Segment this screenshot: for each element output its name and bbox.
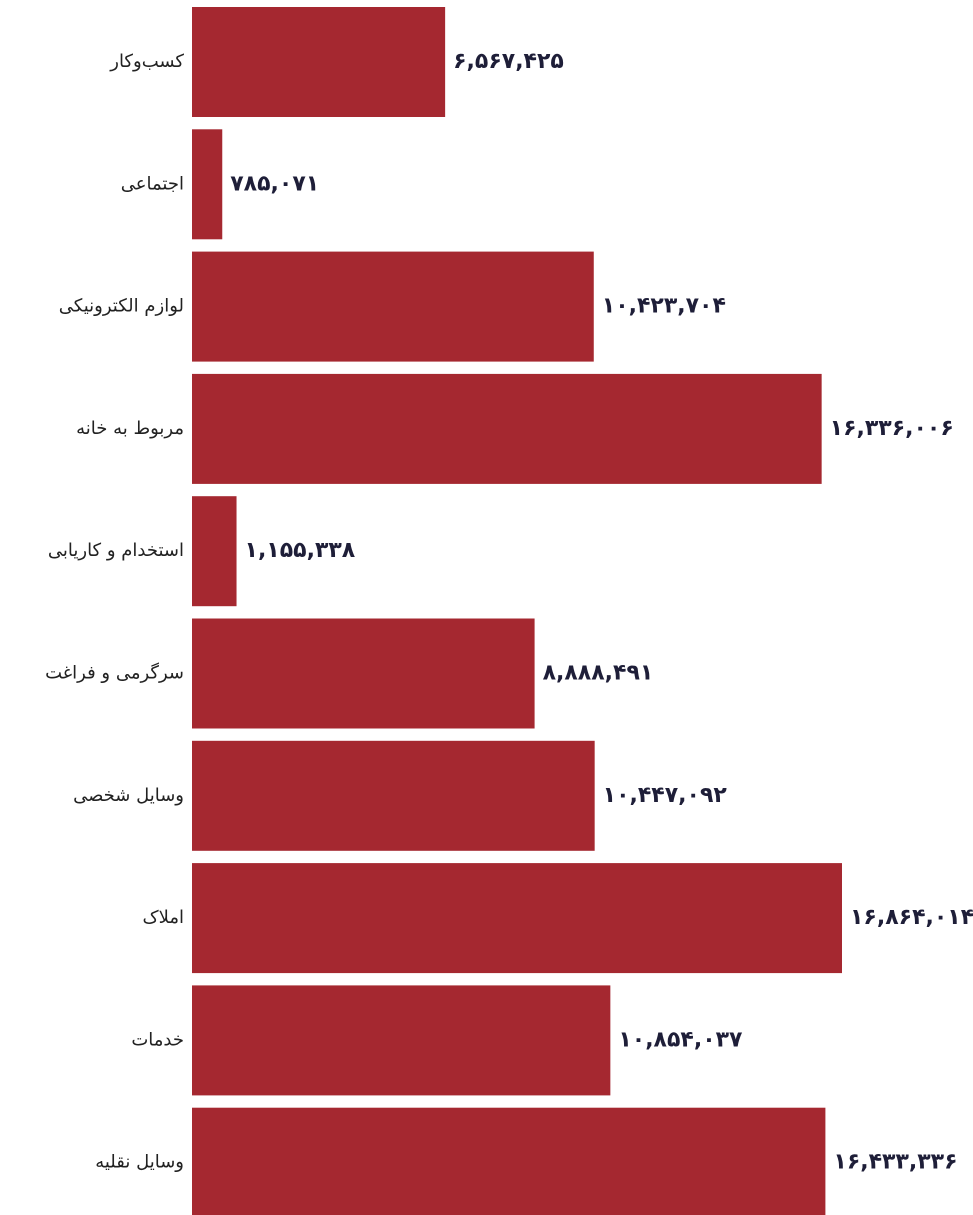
value-label: ۱۶,۳۳۶,۰۰۶ (830, 416, 954, 441)
bars (192, 7, 842, 1215)
category-label: استخدام و کاریابی (48, 540, 184, 561)
bar (192, 740, 595, 851)
bar (192, 618, 535, 729)
category-label: املاک (143, 907, 185, 928)
category-label: لوازم الکترونیکی (59, 296, 184, 317)
bar (192, 496, 237, 607)
category-label: اجتماعی (121, 173, 184, 194)
category-label: وسایل شخصی (73, 785, 184, 806)
category-labels: کسب‌وکار اجتماعی لوازم الکترونیکی مربوط به … (45, 51, 184, 1173)
bar (192, 373, 822, 484)
bar (192, 1107, 826, 1215)
bar (192, 7, 446, 117)
category-label: وسایل نقلیه (95, 1152, 184, 1173)
value-label: ۱۶,۸۶۴,۰۱۴ (850, 905, 973, 930)
value-label: ۸,۸۸۸,۴۹۱ (543, 661, 654, 686)
value-label: ۱۰,۸۵۴,۰۳۷ (618, 1027, 743, 1052)
value-label: ۱,۱۵۵,۳۳۸ (245, 538, 356, 563)
value-label: ۱۰,۴۴۷,۰۹۲ (603, 783, 728, 808)
category-label: سرگرمی و فراغت (45, 662, 184, 684)
category-label: مربوط به خانه (76, 418, 184, 439)
value-label: ۷۸۵,۰۷۱ (230, 171, 319, 196)
value-label: ۶,۵۶۷,۴۲۵ (453, 49, 564, 74)
value-label: ۱۶,۴۳۳,۳۳۶ (833, 1150, 957, 1175)
category-label: کسب‌وکار (109, 51, 184, 72)
bar (192, 985, 611, 1096)
value-labels: ۶,۵۶۷,۴۲۵ ۷۸۵,۰۷۱ ۱۰,۴۲۳,۷۰۴ ۱۶,۳۳۶,۰۰۶ ۱,۱۵… (230, 49, 973, 1175)
value-label: ۱۰,۴۲۳,۷۰۴ (602, 294, 726, 319)
bar (192, 251, 594, 362)
category-label: خدمات (131, 1029, 184, 1050)
bar (192, 863, 842, 974)
bar (192, 129, 223, 240)
